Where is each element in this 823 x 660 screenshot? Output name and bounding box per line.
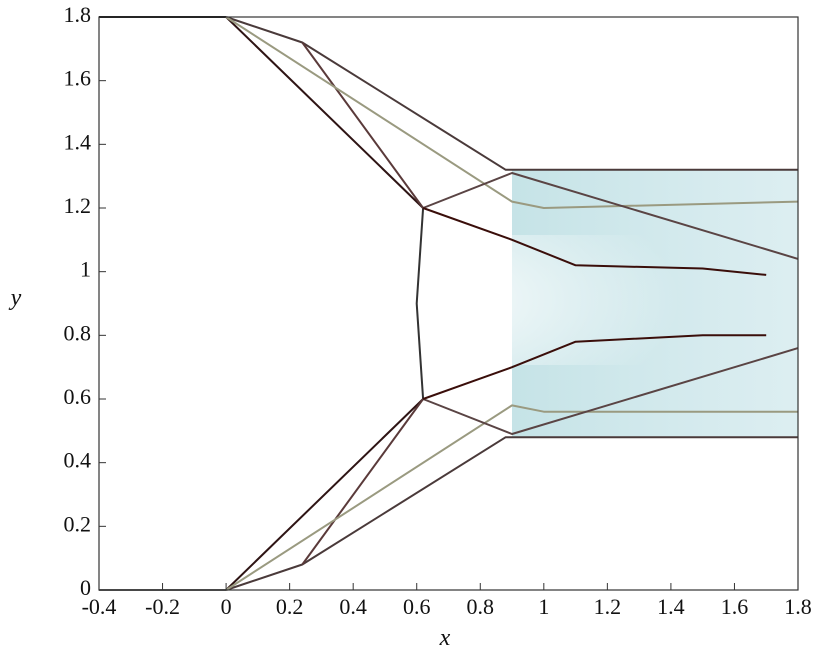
x-tick-label: -0.4 <box>82 594 117 619</box>
flow-line <box>225 16 798 171</box>
y-tick-label: 1 <box>80 257 91 282</box>
flow-line <box>301 41 424 209</box>
field-core <box>420 235 680 365</box>
flow-line <box>301 398 424 566</box>
x-tick-label: 1.2 <box>594 594 622 619</box>
plot-area <box>99 16 799 591</box>
y-axis-label: y <box>9 285 22 311</box>
x-tick-label: 1.8 <box>784 594 812 619</box>
x-tick-label: 1.6 <box>721 594 749 619</box>
x-tick-label: -0.2 <box>145 594 180 619</box>
x-tick-label: 0.6 <box>403 594 431 619</box>
flow-line <box>422 334 767 400</box>
y-tick-label: 1.8 <box>64 2 92 27</box>
x-axis-label: x <box>439 625 451 651</box>
x-tick-label: 0.4 <box>339 594 367 619</box>
flow-line <box>225 436 798 591</box>
axes-frame <box>98 16 799 591</box>
y-tick-label: 1.6 <box>64 66 92 91</box>
y-tick-label: 0.4 <box>64 448 92 473</box>
flow-line <box>225 398 424 591</box>
flow-line <box>225 404 798 591</box>
flow-line <box>225 16 424 209</box>
y-tick-label: 0 <box>80 575 91 600</box>
y-tick-label: 1.4 <box>64 129 92 154</box>
x-tick-label: 0 <box>221 594 232 619</box>
x-tick-label: 1.4 <box>657 594 685 619</box>
y-tick-label: 0.8 <box>64 320 92 345</box>
flow-line <box>422 172 799 260</box>
x-tick-label: 0.8 <box>467 594 495 619</box>
y-tick-label: 1.2 <box>64 193 92 218</box>
x-tick-label: 0.2 <box>276 594 304 619</box>
flow-line <box>422 207 767 276</box>
x-tick-label: 1 <box>538 594 549 619</box>
flow-line <box>422 347 799 435</box>
flow-line <box>225 16 799 209</box>
flow-line <box>415 207 425 400</box>
y-tick-label: 0.2 <box>64 511 92 536</box>
y-tick-label: 0.6 <box>64 384 92 409</box>
